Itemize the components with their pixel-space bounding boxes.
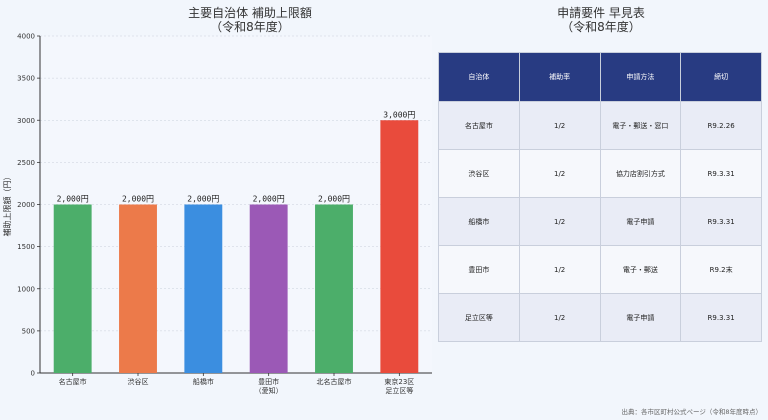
x-tick-label: 船橋市 [193,377,214,386]
y-tick-label: 3000 [17,117,35,125]
data-label: 2,000円 [57,195,89,204]
data-label: 2,000円 [122,195,154,204]
x-tick-label: 東京23区 [384,377,414,386]
x-tick-label: 北名古屋市 [317,377,352,386]
table-row: 豊田市 1/2 電子・郵送 R9.2末 [438,245,762,294]
y-tick-label: 2500 [17,159,35,167]
cell-application-method: 電子申請 [599,197,682,246]
cell-municipality: 足立区等 [438,293,520,342]
x-tick-label: 足立区等 [385,386,413,395]
table-row: 船橋市 1/2 電子申請 R9.3.31 [438,197,762,246]
bar [315,204,353,373]
data-label: 3,000円 [383,110,415,119]
chart-title-line1: 主要自治体 補助上限額 [188,6,312,20]
cell-subsidy-rate: 1/2 [518,293,601,342]
y-tick-label: 4000 [17,33,35,41]
table-title-line1: 申請要件 早見表 [557,6,645,20]
y-tick-label: 1500 [17,243,35,251]
cell-deadline: R9.2末 [680,245,762,294]
table-row: 渋谷区 1/2 協力店割引方式 R9.3.31 [438,149,762,198]
x-tick-label: （愛知） [255,386,283,395]
table-header-row: 自治体 補助率 申請方法 締切 [438,52,762,102]
data-label: 2,000円 [318,195,350,204]
table-row: 足立区等 1/2 電子申請 R9.3.31 [438,293,762,342]
cell-deadline: R9.3.31 [680,149,762,198]
chart-title: 主要自治体 補助上限額 （令和8年度） [60,6,440,34]
data-label: 2,000円 [253,195,285,204]
table-title-line2: （令和8年度） [561,20,641,34]
y-tick-label: 2000 [17,201,35,209]
cell-application-method: 協力店割引方式 [599,149,682,198]
table-title: 申請要件 早見表 （令和8年度） [440,6,762,34]
cell-deadline: R9.3.31 [680,293,762,342]
cell-subsidy-rate: 1/2 [518,101,601,150]
bar [184,204,223,373]
x-tick-label: 豊田市 [258,377,279,386]
chart-title-line2: （令和8年度） [210,20,290,34]
header-application-method: 申請方法 [599,52,682,102]
cell-application-method: 電子・郵送 [599,245,682,294]
source-note: 出典：各市区町村公式ページ（令和8年度時点） [621,408,762,416]
cell-subsidy-rate: 1/2 [518,245,601,294]
requirements-table: 自治体 補助率 申請方法 締切 名古屋市 1/2 電子・郵送・窓口 R9.2.2… [438,52,762,342]
cell-municipality: 名古屋市 [438,101,520,150]
cell-deadline: R9.3.31 [680,197,762,246]
y-tick-label: 3500 [17,75,35,83]
cell-subsidy-rate: 1/2 [518,149,601,198]
y-tick-label: 500 [22,327,35,335]
cell-application-method: 電子申請 [599,293,682,342]
cell-subsidy-rate: 1/2 [518,197,601,246]
bar-chart: 0 500 1000 1500 2000 2500 3000 3500 4000 補助上限額（円）… [2,33,432,395]
header-deadline: 締切 [680,52,762,102]
x-tick-label: 渋谷区 [128,377,149,386]
cell-municipality: 渋谷区 [438,149,520,198]
y-tick-label: 0 [31,370,35,378]
bar [249,204,288,373]
bar [380,120,419,373]
header-subsidy-rate: 補助率 [518,52,601,102]
table-row: 名古屋市 1/2 電子・郵送・窓口 R9.2.26 [438,101,762,150]
bar [119,204,157,373]
cell-application-method: 電子・郵送・窓口 [599,101,682,150]
x-tick-label: 名古屋市 [59,377,87,386]
y-axis-label: 補助上限額（円） [2,173,12,237]
y-tick-label: 1000 [17,285,35,293]
cell-deadline: R9.2.26 [680,101,762,150]
data-label: 2,000円 [187,195,219,204]
cell-municipality: 豊田市 [438,245,520,294]
cell-municipality: 船橋市 [438,197,520,246]
header-municipality: 自治体 [438,52,520,102]
bar [53,204,92,373]
